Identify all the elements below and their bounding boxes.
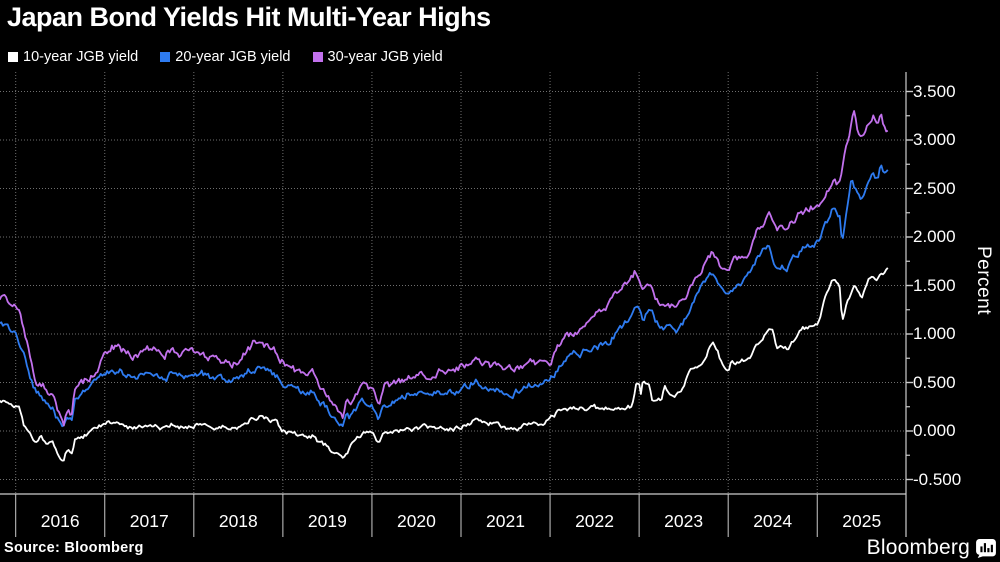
series-line-20-year <box>0 164 889 428</box>
legend-label: 30-year JGB yield <box>327 49 443 65</box>
legend-swatch-icon <box>312 52 323 62</box>
x-tick-label: 2019 <box>307 511 347 531</box>
y-tick-label: 3.500 <box>913 81 956 101</box>
x-tick-label: 2018 <box>218 511 258 531</box>
y-tick-label: 3.000 <box>913 130 956 149</box>
legend-item: 20-year JGB yield <box>160 49 291 65</box>
x-tick-label: 2023 <box>664 511 704 531</box>
legend-item: 10-year JGB yield <box>8 49 138 65</box>
legend: 10-year JGB yield 20-year JGB yield 30-yea… <box>8 49 443 65</box>
legend-swatch-icon <box>160 52 171 62</box>
y-tick-label: 2.500 <box>913 178 956 198</box>
legend-label: 20-year JGB yield <box>175 49 291 65</box>
x-tick-label: 2017 <box>129 511 169 531</box>
legend-label: 10-year JGB yield <box>23 49 139 65</box>
y-tick-label: 1.000 <box>913 324 956 343</box>
x-tick-label: 2025 <box>842 511 882 531</box>
x-tick-label: 2021 <box>486 511 525 531</box>
series-line-30-year <box>0 110 889 427</box>
x-tick-label: 2024 <box>753 511 793 531</box>
x-tick-label: 2016 <box>40 511 80 531</box>
bloomberg-logo-icon <box>976 538 996 558</box>
y-axis-title: Percent <box>973 246 994 315</box>
page-title: Japan Bond Yields Hit Multi-Year Highs <box>7 2 491 32</box>
y-tick-label: 1.500 <box>913 275 956 295</box>
y-tick-label: -0.500 <box>913 469 962 489</box>
brand-mark: Bloomberg <box>867 536 996 560</box>
legend-item: 30-year JGB yield <box>312 49 443 65</box>
x-tick-label: 2020 <box>396 511 436 531</box>
brand-wordmark: Bloomberg <box>866 536 970 559</box>
y-tick-label: 0.500 <box>913 372 956 392</box>
series-line-10-year <box>0 267 889 462</box>
y-tick-label: 0.000 <box>913 421 956 440</box>
x-tick-label: 2022 <box>575 511 615 531</box>
legend-swatch-icon <box>8 52 18 62</box>
y-tick-label: 2.000 <box>913 227 956 246</box>
source-credit: Source: Bloomberg <box>4 540 144 556</box>
